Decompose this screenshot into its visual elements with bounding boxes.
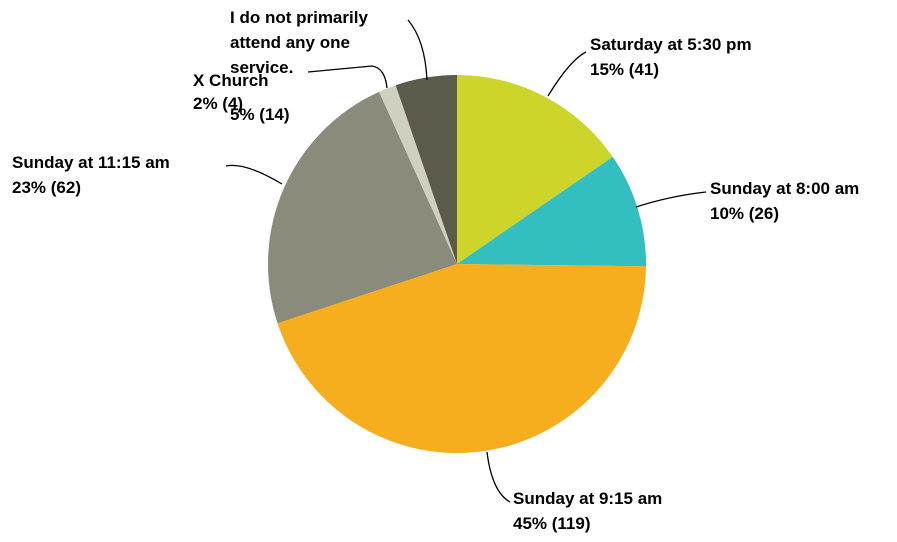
value-label: 2% (4) xyxy=(193,94,244,113)
slice-label: Sunday at 11:15 am xyxy=(12,153,170,172)
value-label: 5% (14) xyxy=(230,105,290,124)
slice-label: Saturday at 5:30 pm xyxy=(590,35,752,54)
value-label: 45% (119) xyxy=(513,514,591,533)
pie-slice xyxy=(457,156,646,267)
slice-label: Sunday at 9:15 am xyxy=(513,489,663,508)
slice-label: Sunday at 8:00 am xyxy=(710,179,860,198)
leader-line xyxy=(486,451,511,503)
value-label: 15% (41) xyxy=(590,60,659,79)
leader-line xyxy=(547,51,587,97)
leader-line xyxy=(407,19,428,81)
leader-line xyxy=(635,191,707,208)
slice-label: I do not primarily attend any one servic… xyxy=(230,8,368,77)
pie-slice xyxy=(457,75,613,264)
pie-slice xyxy=(268,91,457,324)
leader-line xyxy=(225,164,283,185)
value-label: 23% (62) xyxy=(12,178,81,197)
value-label: 10% (26) xyxy=(710,204,779,223)
pie-slice xyxy=(379,85,457,264)
pie-slice xyxy=(277,264,646,453)
leader-line xyxy=(307,65,388,89)
slice-label: X Church xyxy=(193,71,269,90)
pie-slice xyxy=(395,75,457,264)
